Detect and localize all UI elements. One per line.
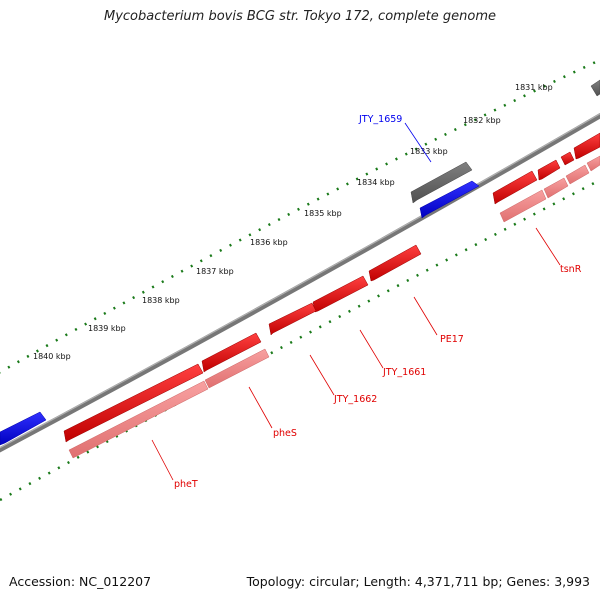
gene-jty1659-rna[interactable] [410,161,473,204]
leader-jty1661 [359,329,384,369]
kbp-label: 1835 kbp [304,209,342,218]
gene-tsnr[interactable] [499,189,547,223]
gene-tsnr-2[interactable] [543,177,569,199]
genome-backbone [0,112,600,453]
label-phet[interactable]: pheT [174,479,198,490]
kbp-label: 1838 kbp [142,296,180,305]
kbp-label: 1840 kbp [33,352,71,361]
kbp-label: 1831 kbp [515,83,553,92]
gene-cds[interactable] [573,132,600,160]
kbp-label: 1832 kbp [463,116,501,125]
gene-cds[interactable] [560,151,575,166]
kbp-label: 1833 kbp [410,147,448,156]
leader-jty1662 [309,354,335,396]
gene-cds[interactable] [492,170,538,205]
leader-jty1659 [404,122,432,163]
gene-phet-light[interactable] [68,380,209,459]
gene-tsnr-3[interactable] [565,164,590,185]
gene-jty1659-other[interactable] [419,180,480,219]
gene-tsnr-4[interactable] [586,155,600,172]
leader-tsnr [535,227,561,266]
gene-cds[interactable] [537,159,561,181]
gene-phes-light[interactable] [204,348,270,389]
gene-phes[interactable] [201,332,262,373]
kbp-label: 1836 kbp [250,238,288,247]
label-phes[interactable]: pheS [273,428,297,439]
gene-topright-rna[interactable] [590,79,600,97]
label-jty1659[interactable]: JTY_1659 [358,114,402,125]
gene-pe17[interactable] [368,244,422,282]
inner-scale-ring [0,178,600,502]
leader-pe17 [413,296,438,336]
map-title: Mycobacterium bovis BCG str. Tokyo 172, … [104,9,496,24]
label-jty1662[interactable]: JTY_1662 [333,394,377,405]
label-tsnr[interactable]: tsnR [560,264,582,275]
outer-scale-ring [0,58,600,374]
gene-phet[interactable] [63,363,204,443]
label-pe17[interactable]: PE17 [440,334,464,345]
kbp-label: 1837 kbp [196,267,234,276]
leader-phet [151,439,174,481]
kbp-label: 1839 kbp [88,324,126,333]
accession-text: Accession: NC_012207 [9,574,152,589]
gene-jty1662[interactable] [268,302,317,336]
gene-left-other[interactable] [0,411,47,446]
kbp-label: 1834 kbp [357,178,395,187]
genome-summary-text: Topology: circular; Length: 4,371,711 bp… [246,574,590,589]
leader-phes [248,386,273,429]
label-jty1661[interactable]: JTY_1661 [382,367,426,378]
